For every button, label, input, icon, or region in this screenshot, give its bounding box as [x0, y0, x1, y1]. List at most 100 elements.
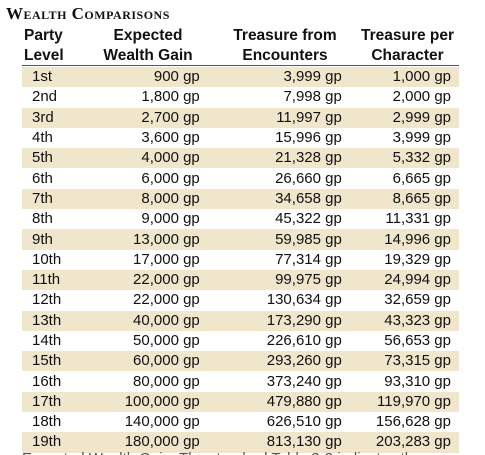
cell-expected-wealth: 22,000 gp [84, 269, 206, 291]
cell-party-level: 10th [32, 250, 62, 268]
table-row: 9th 13,000 gp 59,985 gp 14,996 gp [22, 229, 459, 250]
cell-treasure-per-character: 8,665 gp [341, 188, 459, 210]
table-row: 18th 140,000 gp 626,510 gp 156,628 gp [22, 412, 459, 432]
cell-expected-wealth: 40,000 gp [84, 310, 206, 331]
cell-treasure-per-character: 2,000 gp [392, 88, 451, 106]
cell-party-level: 9th [22, 229, 85, 250]
cell-expected-wealth: 3,600 gp [141, 129, 200, 147]
cell-party-level: 19th [22, 432, 85, 453]
header-line: Encounters [242, 47, 328, 64]
cell-treasure-per-character: 6,665 gp [392, 169, 451, 187]
cell-party-level: 16th [32, 372, 62, 390]
cell-treasure-encounters: 21,328 gp [205, 148, 342, 169]
cell-expected-wealth: 80,000 gp [133, 372, 200, 390]
cell-party-level: 4th [32, 129, 53, 147]
cell-party-level: 2nd [32, 88, 58, 106]
table-row: 11th 22,000 gp 99,975 gp 24,994 gp [22, 269, 459, 291]
header-expected-wealth-gain: Expected Wealth Gain [88, 26, 208, 66]
cell-treasure-per-character: 203,283 gp [341, 432, 459, 453]
cell-party-level: 12th [32, 291, 62, 309]
table-row: 17th 100,000 gp 479,880 gp 119,970 gp [22, 391, 459, 413]
cell-party-level: 18th [32, 413, 62, 431]
cell-treasure-encounters: 3,999 gp [205, 67, 342, 88]
cell-treasure-encounters: 813,130 gp [205, 432, 342, 453]
cell-expected-wealth: 9,000 gp [141, 210, 200, 228]
cell-expected-wealth: 17,000 gp [133, 250, 200, 268]
cell-treasure-per-character: 1,000 gp [341, 67, 459, 88]
table-row: 19th 180,000 gp 813,130 gp 203,283 gp [22, 432, 459, 453]
table-row: 3rd 2,700 gp 11,997 gp 2,999 gp [22, 107, 459, 128]
cell-treasure-encounters: 626,510 gp [266, 413, 342, 431]
table-row: 5th 4,000 gp 21,328 gp 5,332 gp [22, 148, 459, 169]
cell-treasure-encounters: 34,658 gp [205, 188, 342, 210]
table-row: 14th 50,000 gp 226,610 gp 56,653 gp [22, 331, 459, 351]
cell-treasure-per-character: 156,628 gp [375, 413, 451, 431]
cell-party-level: 1st [22, 67, 85, 88]
cell-party-level: 14th [32, 332, 62, 349]
cell-treasure-encounters: 7,998 gp [283, 88, 342, 106]
table-row: 6th 6,000 gp 26,660 gp 6,665 gp [22, 168, 459, 188]
cell-treasure-per-character: 32,659 gp [384, 291, 451, 309]
cell-expected-wealth: 60,000 gp [84, 351, 206, 372]
cell-treasure-per-character: 93,310 gp [384, 372, 451, 390]
table-row: 4th 3,600 gp 15,996 gp 3,999 gp [22, 128, 459, 148]
cell-party-level: 5th [22, 148, 85, 169]
cell-expected-wealth: 140,000 gp [124, 413, 200, 431]
cell-treasure-per-character: 19,329 gp [384, 250, 451, 268]
cell-treasure-per-character: 43,323 gp [341, 310, 459, 331]
cell-expected-wealth: 2,700 gp [84, 107, 206, 128]
cell-party-level: 8th [32, 210, 53, 228]
cell-treasure-encounters: 59,985 gp [205, 229, 342, 250]
cell-expected-wealth: 100,000 gp [84, 391, 206, 413]
header-divider [22, 65, 459, 66]
cell-party-level: 3rd [22, 107, 85, 128]
wealth-table-body: 1st 900 gp 3,999 gp 1,000 gp 2nd 1,800 gp 7,99… [22, 67, 459, 453]
cell-treasure-encounters: 45,322 gp [275, 210, 342, 228]
table-row: 10th 17,000 gp 77,314 gp 19,329 gp [22, 250, 459, 270]
cell-expected-wealth: 180,000 gp [84, 432, 206, 453]
header-treasure-per-character: Treasure per Character [360, 26, 455, 66]
cell-treasure-per-character: 3,999 gp [392, 129, 451, 147]
cell-party-level: 11th [22, 269, 85, 291]
cell-expected-wealth: 1,800 gp [141, 88, 200, 106]
table-row: 1st 900 gp 3,999 gp 1,000 gp [22, 67, 459, 88]
header-line: Wealth Gain [103, 47, 193, 64]
cell-treasure-encounters: 11,997 gp [205, 107, 342, 128]
cell-expected-wealth: 6,000 gp [141, 169, 200, 187]
table-row: 16th 80,000 gp 373,240 gp 93,310 gp [22, 371, 459, 391]
cell-treasure-encounters: 226,610 gp [266, 332, 342, 349]
cell-treasure-encounters: 26,660 gp [275, 169, 342, 187]
header-party-level: Party Level [24, 26, 64, 66]
cell-expected-wealth: 13,000 gp [84, 229, 206, 250]
cell-treasure-encounters: 173,290 gp [205, 310, 342, 331]
cell-party-level: 15th [22, 351, 85, 372]
cell-treasure-encounters: 293,260 gp [205, 351, 342, 372]
cell-treasure-per-character: 119,970 gp [341, 391, 459, 413]
cell-expected-wealth: 900 gp [84, 67, 206, 88]
wealth-table: 1st 900 gp 3,999 gp 1,000 gp 2nd 1,800 gp 7,99… [22, 67, 459, 453]
header-treasure-from-encounters: Treasure from Encounters [225, 26, 345, 66]
table-row: 7th 8,000 gp 34,658 gp 8,665 gp [22, 188, 459, 210]
cell-party-level: 13th [22, 310, 85, 331]
cell-treasure-encounters: 130,634 gp [266, 291, 342, 309]
table-row: 13th 40,000 gp 173,290 gp 43,323 gp [22, 310, 459, 331]
cell-treasure-encounters: 99,975 gp [205, 269, 342, 291]
header-line: Treasure from [233, 27, 337, 44]
cell-treasure-per-character: 5,332 gp [341, 148, 459, 169]
table-row: 12th 22,000 gp 130,634 gp 32,659 gp [22, 290, 459, 310]
cell-expected-wealth: 50,000 gp [133, 332, 200, 349]
cell-expected-wealth: 22,000 gp [133, 291, 200, 309]
cell-treasure-per-character: 2,999 gp [341, 107, 459, 128]
cell-party-level: 7th [22, 188, 85, 210]
header-line: Character [371, 47, 444, 64]
table-row: 2nd 1,800 gp 7,998 gp 2,000 gp [22, 87, 459, 107]
table-row: 8th 9,000 gp 45,322 gp 11,331 gp [22, 209, 459, 229]
header-line: Level [24, 47, 64, 64]
cell-expected-wealth: 4,000 gp [84, 148, 206, 169]
cell-treasure-per-character: 73,315 gp [341, 351, 459, 372]
cell-party-level: 6th [32, 169, 53, 187]
cell-treasure-per-character: 24,994 gp [341, 269, 459, 291]
cell-expected-wealth: 8,000 gp [84, 188, 206, 210]
header-line: Expected [113, 27, 183, 44]
